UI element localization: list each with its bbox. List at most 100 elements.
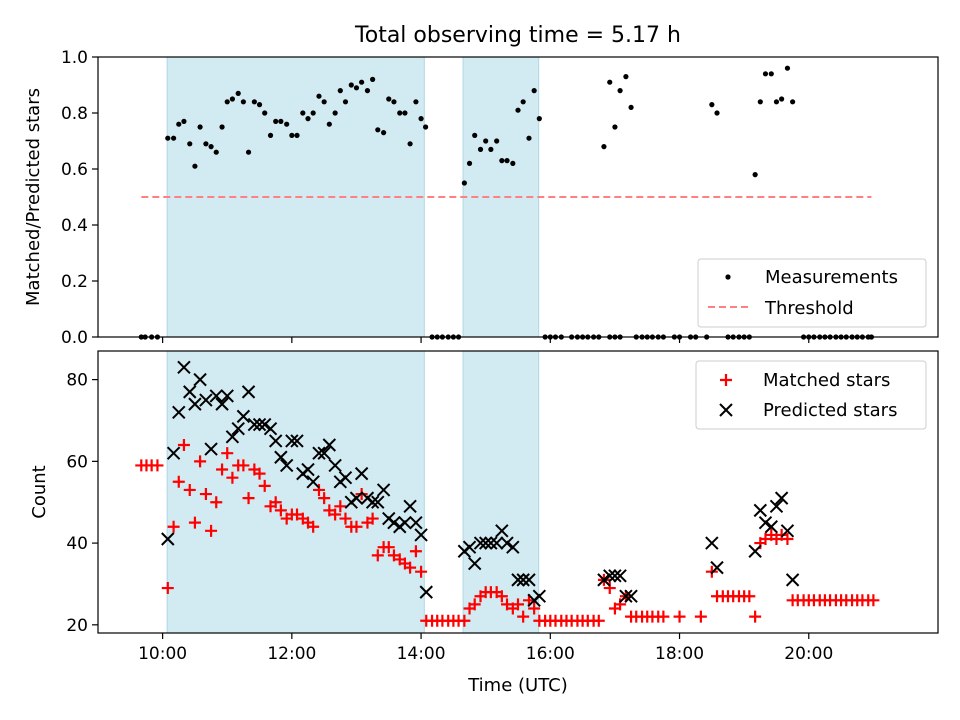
measurement-point [418, 116, 424, 122]
measurement-point [213, 149, 219, 155]
predicted-star-point [183, 385, 197, 399]
measurement-point [623, 74, 629, 80]
measurement-point [240, 99, 246, 105]
measurement-point [181, 118, 187, 124]
matched-star-point [199, 488, 212, 501]
predicted-star-point [468, 556, 482, 571]
y-tick-label: 20 [66, 616, 88, 636]
measurement-point [294, 132, 300, 138]
matched-star-point [743, 590, 756, 603]
matched-star-point [339, 512, 352, 525]
measurement-point [477, 146, 484, 152]
measurement-point [171, 135, 177, 141]
measurement-point [709, 102, 715, 108]
measurement-point [413, 99, 419, 105]
predicted-star-point [398, 515, 412, 530]
predicted-star-point [172, 405, 186, 420]
top-y-axis-label: Matched/Predicted stars [23, 88, 44, 306]
measurement-point [262, 110, 268, 116]
measurement-point [714, 110, 720, 116]
y-tick-label: 40 [66, 534, 88, 554]
predicted-star-point [231, 421, 245, 436]
predicted-star-point [328, 458, 342, 473]
x-tick-label: 14:00 [397, 644, 446, 664]
predicted-star-point [705, 536, 719, 550]
matched-star-point [242, 492, 255, 505]
measurement-point [504, 158, 510, 164]
predicted-star-point [495, 524, 509, 538]
measurement-point [176, 121, 182, 127]
measurement-point [773, 99, 780, 105]
matched-star-point [350, 520, 363, 533]
predicted-star-point [484, 536, 498, 550]
top-legend-box [697, 258, 927, 328]
measurement-point [617, 88, 623, 94]
measurement-point [337, 88, 343, 94]
matched-star-point [458, 614, 471, 627]
predicted-star-point [290, 434, 304, 448]
measurement-point [531, 88, 537, 94]
matched-star-point [167, 520, 180, 533]
predicted-star-point [522, 573, 536, 587]
predicted-star-point [193, 372, 207, 387]
measurement-point [483, 138, 489, 144]
measurement-point [187, 141, 193, 147]
measurement-point [267, 132, 274, 138]
predicted-star-point [312, 446, 326, 460]
predicted-star-point [506, 540, 520, 554]
predicted-star-point [403, 499, 417, 514]
measurement-point [219, 124, 225, 130]
matched-star-point [151, 459, 164, 472]
predicted-star-point [780, 524, 795, 538]
predicted-star-point [215, 397, 229, 411]
measurement-point [779, 96, 785, 102]
predicted-star-point [769, 499, 784, 514]
predicted-star-point [414, 528, 428, 542]
y-tick-label: 1.0 [61, 48, 88, 68]
predicted-star-point [161, 532, 175, 546]
matched-star-point [781, 533, 794, 545]
predicted-star-point [199, 393, 213, 407]
measurement-point [768, 71, 774, 77]
predicted-star-point [209, 389, 223, 403]
predicted-star-point [204, 442, 218, 456]
measurement-point [289, 132, 295, 138]
predicted-star-point [613, 569, 627, 583]
measurement-point [515, 107, 521, 113]
measurement-point [499, 158, 505, 164]
predicted-star-point [748, 544, 762, 558]
y-tick-label: 80 [66, 371, 88, 391]
predicted-star-point [608, 569, 622, 583]
x-tick-label: 18:00 [655, 644, 704, 664]
predicted-star-point [285, 434, 299, 448]
matched-star-point [749, 610, 762, 623]
legend-measurements-label: Measurements [765, 267, 898, 288]
matched-star-point [415, 565, 428, 578]
predicted-star-point [166, 446, 181, 460]
measurement-point [245, 149, 252, 155]
matched-star-point [867, 594, 880, 607]
predicted-star-point [258, 417, 272, 432]
predicted-star-point [268, 434, 283, 448]
predicted-star-point [263, 421, 278, 436]
predicted-star-point [241, 385, 256, 399]
predicted-star-point [306, 475, 320, 489]
predicted-star-point [603, 569, 617, 583]
measurement-point [278, 118, 284, 124]
predicted-star-point [354, 466, 369, 481]
predicted-star-point [252, 417, 267, 432]
matched-star-point [468, 598, 481, 611]
measurement-point [612, 124, 618, 130]
matched-star-point [210, 496, 223, 509]
predicted-star-point [371, 495, 385, 509]
predicted-star-point [489, 536, 504, 550]
measurement-point [353, 85, 360, 91]
legend-predicted-label: Predicted stars [763, 400, 897, 421]
predicted-star-point [317, 446, 331, 460]
predicted-star-point [758, 515, 773, 530]
shaded-interval [462, 350, 540, 634]
matched-star-point [274, 504, 287, 517]
top-x-ticks [162, 337, 810, 343]
matched-star-point [269, 496, 282, 509]
bottom-axes-frame [97, 350, 939, 634]
